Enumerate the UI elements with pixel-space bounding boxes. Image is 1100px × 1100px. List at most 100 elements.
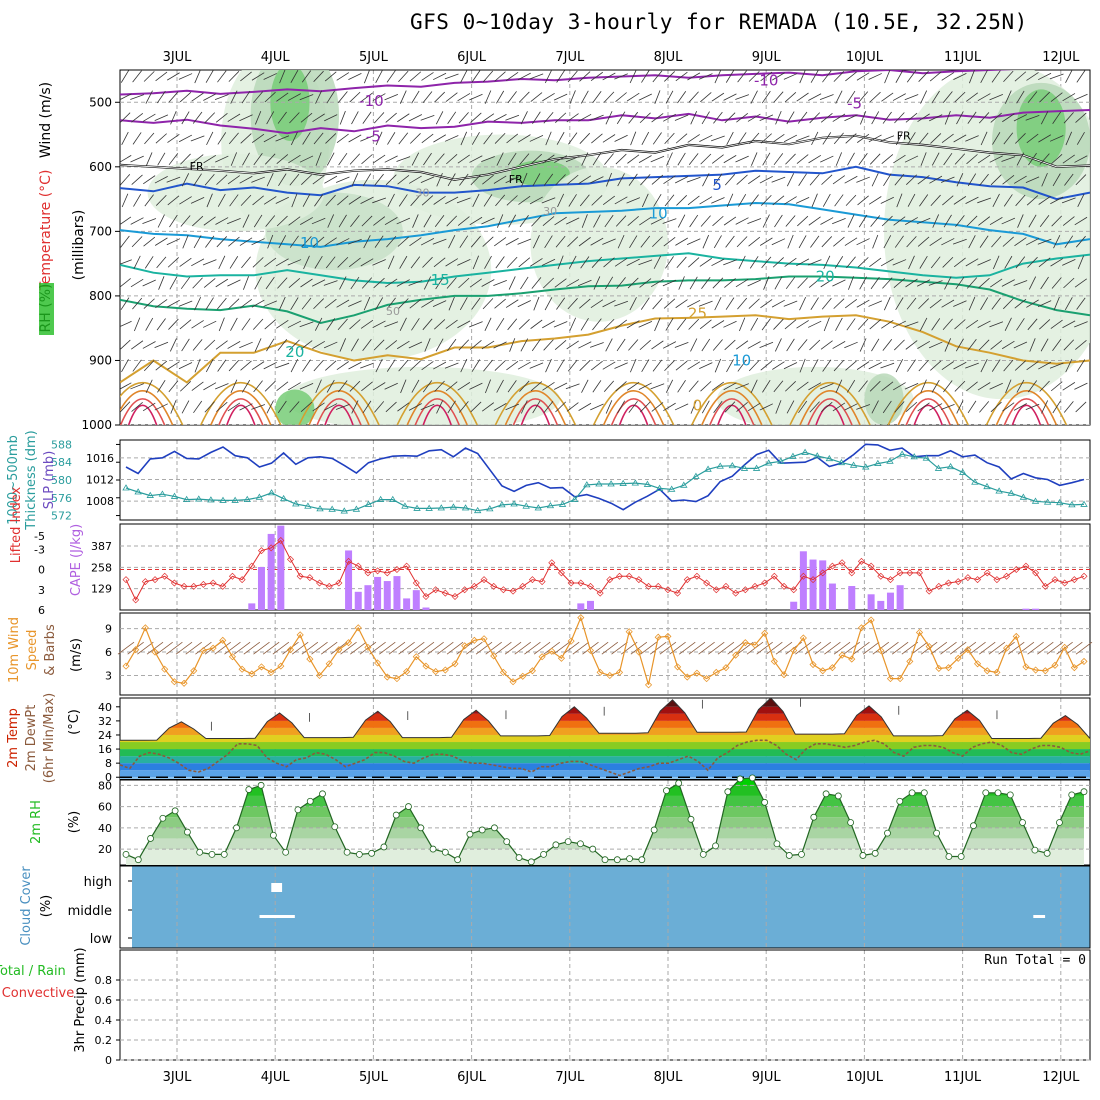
wind-barb-icon — [195, 641, 212, 655]
wind-barb-icon — [301, 641, 319, 655]
wind-barb-icon — [1028, 152, 1037, 166]
wind-barb-icon — [774, 338, 782, 352]
wind-barb-icon — [1076, 131, 1085, 145]
wind-barb-icon — [278, 173, 287, 187]
wind-barb-icon — [784, 196, 797, 205]
wind-barb-icon — [895, 297, 904, 311]
wind-barb-icon — [980, 131, 988, 146]
wind-barb-icon — [556, 297, 566, 310]
surface-heating-contour — [120, 390, 174, 425]
lifted-index-line — [125, 539, 1085, 602]
wind-speed-marker — [383, 673, 391, 681]
panel-frame-slp — [119, 439, 1091, 521]
lifted-index-marker — [993, 576, 1001, 584]
wind-barb-icon — [639, 278, 652, 288]
contour-label: 0 — [693, 397, 703, 415]
lifted-index-marker — [422, 593, 430, 600]
surface-heating-contour — [709, 398, 755, 425]
wind-barb-icon — [1026, 299, 1039, 308]
cape-tick-label: 258 — [91, 561, 112, 574]
lifted-index-marker — [432, 586, 440, 594]
marker-circle-icon — [626, 855, 633, 863]
wind-barb-icon — [541, 258, 556, 266]
wind-barb-icon — [230, 379, 238, 394]
lifted-index-marker — [441, 589, 449, 597]
wind-barb-icon — [170, 110, 177, 125]
ylabel-temp-3: (°C) — [67, 709, 82, 735]
wind-barb-icon — [532, 173, 541, 187]
wind-barb-icon — [1077, 193, 1085, 208]
wind-barb-icon — [820, 217, 834, 225]
precip-run-total: Run Total = 0 — [984, 953, 1086, 968]
wind-barb-icon — [155, 133, 167, 144]
wind-barb-icon — [669, 641, 686, 655]
wind-barb-icon — [979, 401, 990, 413]
wind-barb-icon — [203, 382, 217, 391]
x-tick-label-top: 9JUL — [752, 50, 782, 65]
marker-triangle-icon — [328, 505, 336, 512]
lifted-index-marker — [393, 566, 401, 573]
wind-barb-icon — [348, 72, 362, 80]
lifted-index-marker — [828, 562, 836, 570]
wind-barb-icon — [857, 195, 869, 206]
wind-barb-icon — [130, 94, 145, 100]
wind-speed-marker — [606, 671, 614, 680]
wind-barb-icon — [639, 401, 651, 413]
wind-barb-icon — [833, 641, 851, 655]
marker-circle-icon — [1031, 846, 1039, 854]
wind-barb-icon — [750, 317, 759, 331]
wind-barb-icon — [263, 134, 277, 143]
wind-barb-icon — [399, 255, 408, 269]
wind-barb-icon — [892, 320, 907, 328]
wind-barb-icon — [131, 402, 143, 412]
wind-barb-icon — [1076, 359, 1086, 372]
wind-barb-icon — [856, 361, 870, 370]
lifted-index-marker — [770, 572, 778, 580]
wind-barb-icon — [470, 340, 482, 350]
contour-label: FR — [509, 173, 523, 186]
wind-barb-icon — [203, 154, 217, 164]
wind-barb-icon — [932, 214, 940, 228]
wind-barb-icon — [445, 92, 458, 102]
wind-barb-icon — [361, 215, 373, 227]
wind-barb-icon — [797, 215, 809, 227]
wind-barb-icon — [254, 276, 262, 290]
temp-band — [120, 742, 1090, 750]
wind-speed-marker — [703, 675, 711, 683]
wind-barb-icon — [481, 279, 495, 287]
ylabel-wind: Wind (m/s) — [38, 82, 54, 158]
wind-barb-icon — [581, 214, 588, 228]
wind-speed-marker — [122, 662, 130, 670]
wind-barb-icon — [651, 236, 663, 248]
wind-barb-icon — [166, 176, 181, 183]
wind-barb-icon — [290, 359, 299, 373]
wind-barb-icon — [941, 299, 955, 308]
wind-barb-icon — [253, 153, 263, 166]
wind-barb-icon — [327, 214, 335, 228]
lifted-index-marker — [606, 576, 614, 584]
wind-speed-marker — [635, 648, 643, 656]
wind-barb-icon — [956, 111, 964, 125]
wind-barb-icon — [797, 339, 808, 351]
wind-barb-icon — [326, 152, 335, 166]
marker-circle-icon — [638, 856, 646, 864]
wind-barb-icon — [254, 338, 262, 352]
wind-barb-icon — [641, 193, 649, 208]
contour-label: -10 — [359, 92, 384, 110]
wind-barb-icon — [313, 70, 324, 82]
wind-barb-icon — [337, 318, 348, 330]
wind-barb-icon — [1014, 360, 1026, 371]
wind-barb-icon — [881, 215, 893, 227]
wind-barb-icon — [737, 359, 747, 372]
wind-barb-icon — [953, 72, 967, 80]
wind-barb-icon — [702, 173, 710, 187]
wind-barb-icon — [992, 132, 1001, 145]
wind-barb-icon — [687, 361, 701, 370]
wind-barb-icon — [530, 381, 543, 392]
wind-barb-icon — [590, 299, 604, 308]
wind-barb-icon — [335, 176, 350, 183]
wind-barb-icon — [590, 114, 604, 121]
wind-barb-icon — [205, 359, 214, 373]
wind-barb-icon — [940, 176, 955, 183]
wind-barb-icon — [687, 134, 700, 143]
